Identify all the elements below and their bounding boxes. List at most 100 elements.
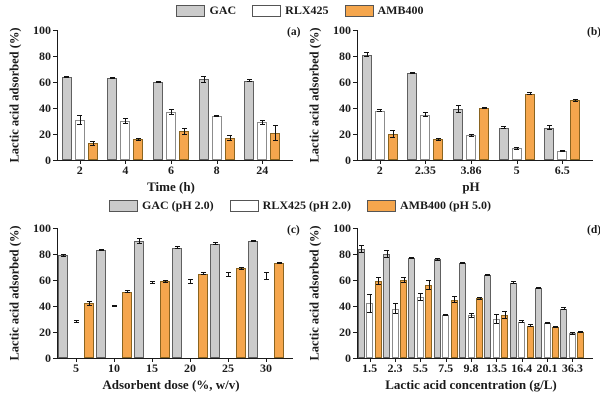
error-bar bbox=[190, 278, 191, 284]
error-bar-cap bbox=[422, 116, 428, 118]
rlx425-bar bbox=[223, 274, 233, 358]
error-bar bbox=[425, 111, 427, 118]
y-axis-title: Lactic acid adsorbed (%) bbox=[7, 27, 22, 163]
rlx425-swatch-icon bbox=[252, 4, 282, 17]
error-bar bbox=[580, 330, 582, 334]
y-tick bbox=[53, 358, 57, 359]
gac-bar bbox=[459, 263, 466, 358]
error-bar bbox=[412, 71, 414, 75]
y-tick bbox=[353, 82, 357, 83]
gac-bar bbox=[153, 82, 163, 160]
rlx425-bar bbox=[568, 333, 576, 358]
rlx425-bar bbox=[442, 315, 450, 358]
error-bar bbox=[563, 307, 565, 310]
y-axis bbox=[57, 228, 58, 358]
error-bar-cap bbox=[578, 332, 584, 334]
error-bar bbox=[361, 244, 363, 253]
error-bar-cap bbox=[358, 251, 364, 253]
amb400-bar bbox=[577, 332, 585, 358]
gac-bar bbox=[433, 259, 441, 358]
y-tick-label: 100 bbox=[33, 221, 51, 235]
legend-label-gac-ph2: GAC (pH 2.0) bbox=[141, 198, 214, 212]
y-tick bbox=[353, 134, 357, 135]
rlx425-bar bbox=[120, 121, 131, 160]
error-bar bbox=[549, 124, 551, 131]
x-tick bbox=[171, 160, 172, 164]
legend-top: GAC RLX425 AMB400 bbox=[0, 3, 600, 18]
error-bar-cap bbox=[111, 306, 117, 308]
error-bar bbox=[203, 272, 204, 275]
error-bar-cap bbox=[510, 281, 516, 283]
error-bar-cap bbox=[485, 273, 491, 275]
x-tick-label: 20.1 bbox=[536, 361, 558, 375]
error-bar-cap bbox=[553, 325, 558, 327]
gac-bar bbox=[198, 79, 209, 160]
y-tick-label: 60 bbox=[339, 75, 351, 89]
error-bar-cap bbox=[546, 129, 552, 131]
error-bar bbox=[484, 106, 485, 110]
legend-label-gac: GAC bbox=[209, 3, 237, 17]
error-bar bbox=[366, 52, 368, 58]
gac-bar bbox=[58, 255, 68, 358]
amb400-bar bbox=[400, 280, 407, 358]
x-axis bbox=[357, 358, 593, 359]
x-tick-label: 15 bbox=[146, 361, 158, 375]
error-bar bbox=[165, 280, 166, 283]
error-bar bbox=[555, 325, 557, 329]
error-bar-cap bbox=[409, 258, 415, 260]
y-axis-title: Lactic acid adsorbed (%) bbox=[307, 225, 322, 361]
error-bar-cap bbox=[60, 255, 66, 257]
amb400-bar bbox=[274, 263, 284, 358]
error-bar bbox=[279, 261, 280, 265]
error-bar-cap bbox=[377, 110, 383, 112]
error-bar-cap bbox=[401, 277, 406, 279]
error-bar bbox=[479, 296, 481, 300]
error-bar bbox=[112, 76, 114, 80]
legend-label-rlx425-ph2: RLX425 (pH 2.0) bbox=[262, 198, 351, 212]
gac-bar bbox=[61, 76, 72, 160]
gac-swatch-icon bbox=[176, 4, 206, 17]
x-tick-label: 1.5 bbox=[362, 361, 378, 375]
error-bar bbox=[369, 294, 371, 313]
x-tick bbox=[266, 358, 267, 362]
x-tick-label: 13.5 bbox=[485, 361, 507, 375]
error-bar bbox=[504, 311, 506, 319]
gac-bar bbox=[509, 282, 517, 358]
error-bar-cap bbox=[559, 151, 565, 153]
error-bar-cap bbox=[135, 137, 141, 139]
error-bar-cap bbox=[460, 263, 465, 265]
error-bar-cap bbox=[227, 139, 233, 141]
error-bar-cap bbox=[367, 294, 373, 296]
error-bar bbox=[262, 119, 264, 125]
error-bar-cap bbox=[460, 261, 465, 263]
error-bar-cap bbox=[514, 148, 520, 150]
error-bar-cap bbox=[238, 267, 244, 268]
legend-label-rlx425: RLX425 bbox=[285, 3, 329, 17]
error-bar-cap bbox=[73, 321, 79, 323]
rlx425-bar bbox=[211, 115, 222, 160]
error-bar-cap bbox=[174, 246, 180, 248]
amb400-bar bbox=[133, 139, 144, 160]
error-bar-cap bbox=[98, 250, 104, 252]
rlx425-bar bbox=[467, 315, 475, 358]
legend-item-amb400-ph5: AMB400 (pH 5.0) bbox=[367, 198, 491, 213]
gac-bar bbox=[407, 72, 418, 160]
amb400-bar bbox=[425, 285, 433, 358]
x-tick bbox=[152, 358, 153, 362]
y-tick-label: 80 bbox=[339, 49, 351, 63]
x-tick-label: 10 bbox=[108, 361, 120, 375]
amb400-bar bbox=[501, 315, 509, 358]
error-bar bbox=[575, 98, 577, 102]
x-tick-label: 25 bbox=[222, 361, 234, 375]
error-bar-cap bbox=[73, 320, 79, 322]
error-bar-cap bbox=[263, 279, 269, 280]
error-bar-cap bbox=[225, 272, 231, 274]
rlx425-bar bbox=[416, 296, 424, 358]
amb400-swatch-icon bbox=[344, 4, 374, 17]
gac-ph2-swatch-icon bbox=[108, 199, 138, 212]
x-tick bbox=[471, 358, 472, 362]
error-bar-cap bbox=[109, 78, 115, 80]
error-bar-cap bbox=[122, 118, 128, 120]
y-tick-label: 60 bbox=[339, 273, 351, 287]
